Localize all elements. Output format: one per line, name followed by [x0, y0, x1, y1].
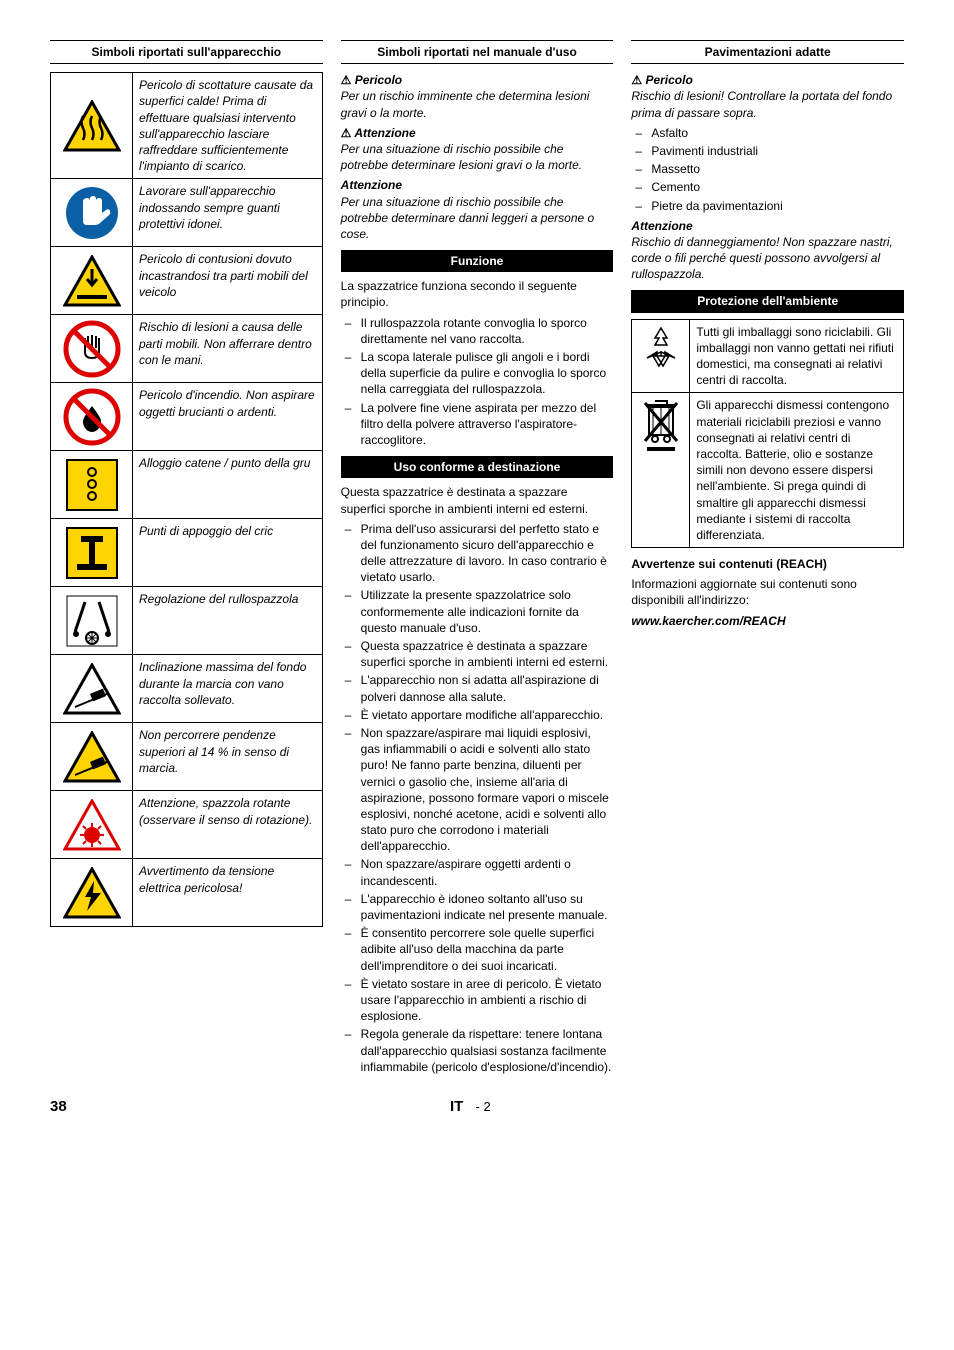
list-itemallow-justify: Non spazzare/aspirare mai liquidi esplos…: [341, 725, 614, 855]
table-row: Punti di appoggio del cric: [51, 519, 323, 587]
symbol-text: Regolazione del rullospazzola: [133, 587, 323, 655]
no-hands-icon: [51, 315, 133, 383]
list-item: È vietato apportare modifiche all'appare…: [341, 707, 614, 723]
symbol-text: Pericolo di contusioni dovuto incastrand…: [133, 247, 323, 315]
table-row: Inclinazione massima del fondo durante l…: [51, 655, 323, 723]
list-item: La polvere fine viene aspirata per mezzo…: [341, 400, 614, 449]
voltage-warning-icon: [51, 859, 133, 927]
symbols-table: Pericolo di scottature causate da superf…: [50, 72, 323, 927]
column-flooring-env: Pavimentazioni adatte ⚠ Pericolo Rischio…: [631, 40, 904, 1079]
symbol-text: Rischio di lesioni a causa delle parti m…: [133, 315, 323, 383]
caution-heading: Attenzione: [631, 218, 904, 234]
list-item: Il rullospazzola rotante convoglia lo sp…: [341, 315, 614, 347]
danger-text: Rischio di lesioni! Controllare la porta…: [631, 88, 904, 120]
list-item: Utilizzate la presente spazzolatrice sol…: [341, 587, 614, 636]
table-row: Gli apparecchi dismessi contengono mater…: [632, 393, 904, 548]
table-row: Lavorare sull'apparecchio indossando sem…: [51, 179, 323, 247]
function-lead: La spazzatrice funziona secondo il segue…: [341, 278, 614, 310]
list-item: È consentito percorrere sole quelle supe…: [341, 925, 614, 974]
reach-text: Informazioni aggiornate sui contenuti so…: [631, 576, 904, 608]
list-item: Prima dell'uso assicurarsi del perfetto …: [341, 521, 614, 586]
danger-text: Per un rischio imminente che determina l…: [341, 88, 614, 120]
page-footer: 38 IT - 2: [50, 1097, 904, 1117]
column-manual-symbols: Simboli riportati nel manuale d'uso ⚠ Pe…: [341, 40, 614, 1079]
gloves-icon: [51, 179, 133, 247]
symbol-text: Pericolo d'incendio. Non aspirare oggett…: [133, 383, 323, 451]
table-row: Attenzione, spazzola rotante (osservare …: [51, 791, 323, 859]
use-list: Prima dell'uso assicurarsi del perfetto …: [341, 521, 614, 1075]
list-item: La scopa laterale pulisce gli angoli e i…: [341, 349, 614, 398]
list-item: Non spazzare/aspirare oggetti ardenti o …: [341, 856, 614, 888]
caution-text: Per una situazione di rischio possibile …: [341, 194, 614, 243]
table-row: Pericolo di scottature causate da superf…: [51, 73, 323, 179]
heading-manual-symbols: Simboli riportati nel manuale d'uso: [341, 40, 614, 64]
heading-flooring: Pavimentazioni adatte: [631, 40, 904, 64]
list-item: L'apparecchio è idoneo soltanto all'uso …: [341, 891, 614, 923]
table-row: Avvertimento da tensione elettrica peric…: [51, 859, 323, 927]
weee-icon: [632, 393, 690, 548]
footer-center: IT - 2: [67, 1097, 874, 1117]
crush-hazard-icon: [51, 247, 133, 315]
heading-intended-use: Uso conforme a destinazione: [341, 456, 614, 478]
warning-text: Per una situazione di rischio possibile …: [341, 141, 614, 173]
heading-function: Funzione: [341, 250, 614, 272]
caution-text: Rischio di danneggiamento! Non spazzare …: [631, 234, 904, 283]
symbol-text: Pericolo di scottature causate da superf…: [133, 73, 323, 179]
env-text: Gli apparecchi dismessi contengono mater…: [690, 393, 904, 548]
danger-heading: ⚠ Pericolo: [341, 72, 614, 88]
flooring-list: Asfalto Pavimenti industriali Massetto C…: [631, 125, 904, 214]
recycle-icon: [632, 319, 690, 393]
function-list: Il rullospazzola rotante convoglia lo sp…: [341, 315, 614, 449]
warning-heading: ⚠ Attenzione: [341, 125, 614, 141]
danger-heading: ⚠ Pericolo: [631, 72, 904, 88]
list-item: Regola generale da rispettare: tenere lo…: [341, 1026, 614, 1075]
list-item: L'apparecchio non si adatta all'aspirazi…: [341, 672, 614, 704]
hot-surface-icon: [51, 73, 133, 179]
heading-symbols-device: Simboli riportati sull'apparecchio: [50, 40, 323, 64]
table-row: Alloggio catene / punto della gru: [51, 451, 323, 519]
reach-heading: Avvertenze sui contenuti (REACH): [631, 556, 904, 572]
environment-table: Tutti gli imballaggi sono riciclabili. G…: [631, 319, 904, 548]
list-item: Pietre da pavimentazioni: [631, 198, 904, 214]
chain-point-icon: [51, 451, 133, 519]
symbol-text: Inclinazione massima del fondo durante l…: [133, 655, 323, 723]
rotating-brush-icon: [51, 791, 133, 859]
list-item: Massetto: [631, 161, 904, 177]
reach-url: www.kaercher.com/REACH: [631, 613, 904, 629]
symbol-text: Non percorrere pendenze superiori al 14 …: [133, 723, 323, 791]
symbol-text: Lavorare sull'apparecchio indossando sem…: [133, 179, 323, 247]
table-row: Non percorrere pendenze superiori al 14 …: [51, 723, 323, 791]
use-lead: Questa spazzatrice è destinata a spazzar…: [341, 484, 614, 516]
list-item: Asfalto: [631, 125, 904, 141]
column-symbols-device: Simboli riportati sull'apparecchio Peric…: [50, 40, 323, 1079]
list-item: Cemento: [631, 179, 904, 195]
heading-environment: Protezione dell'ambiente: [631, 290, 904, 312]
caution-heading: Attenzione: [341, 177, 614, 193]
env-text: Tutti gli imballaggi sono riciclabili. G…: [690, 319, 904, 393]
max-slope-icon: [51, 655, 133, 723]
symbol-text: Attenzione, spazzola rotante (osservare …: [133, 791, 323, 859]
symbol-text: Alloggio catene / punto della gru: [133, 451, 323, 519]
symbol-text: Punti di appoggio del cric: [133, 519, 323, 587]
symbol-text: Avvertimento da tensione elettrica peric…: [133, 859, 323, 927]
table-row: Pericolo d'incendio. Non aspirare oggett…: [51, 383, 323, 451]
list-item: Questa spazzatrice è destinata a spazzar…: [341, 638, 614, 670]
table-row: Tutti gli imballaggi sono riciclabili. G…: [632, 319, 904, 393]
list-item: È vietato sostare in aree di pericolo. È…: [341, 976, 614, 1025]
brush-adjust-icon: [51, 587, 133, 655]
no-fire-icon: [51, 383, 133, 451]
slope-limit-icon: [51, 723, 133, 791]
lang-code: IT: [450, 1098, 463, 1115]
table-row: Pericolo di contusioni dovuto incastrand…: [51, 247, 323, 315]
table-row: Regolazione del rullospazzola: [51, 587, 323, 655]
table-row: Rischio di lesioni a causa delle parti m…: [51, 315, 323, 383]
list-item: Pavimenti industriali: [631, 143, 904, 159]
page-number: 38: [50, 1097, 67, 1117]
sub-page: - 2: [476, 1099, 491, 1114]
jack-point-icon: [51, 519, 133, 587]
